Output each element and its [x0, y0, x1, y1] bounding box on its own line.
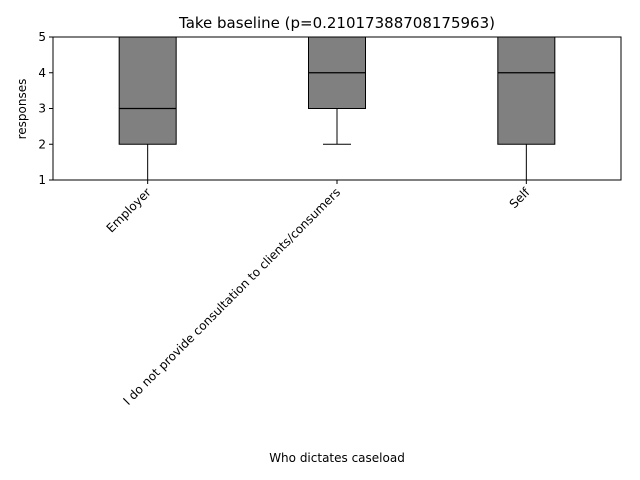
plot-area [118, 36, 556, 181]
box-1 [308, 36, 366, 145]
x-axis-label: Who dictates caseload [269, 451, 405, 465]
y-axis-label: responses [15, 79, 29, 140]
x-tick-label: Employer [104, 185, 154, 235]
iqr-box [497, 36, 556, 145]
y-tick-label: 5 [38, 30, 46, 44]
x-tick-label: I do not provide consultation to clients… [120, 185, 343, 408]
y-tick-label: 3 [38, 102, 46, 116]
iqr-box [118, 36, 177, 145]
y-tick-label: 4 [38, 66, 46, 80]
box-2 [497, 36, 556, 181]
chart-title: Take baseline (p=0.21017388708175963) [178, 14, 495, 32]
y-tick-label: 1 [38, 173, 46, 187]
y-tick-label: 2 [38, 137, 46, 151]
box-0 [118, 36, 177, 181]
x-tick-label: Self [507, 185, 533, 211]
y-axis: 1 2 3 4 5 [38, 30, 53, 187]
